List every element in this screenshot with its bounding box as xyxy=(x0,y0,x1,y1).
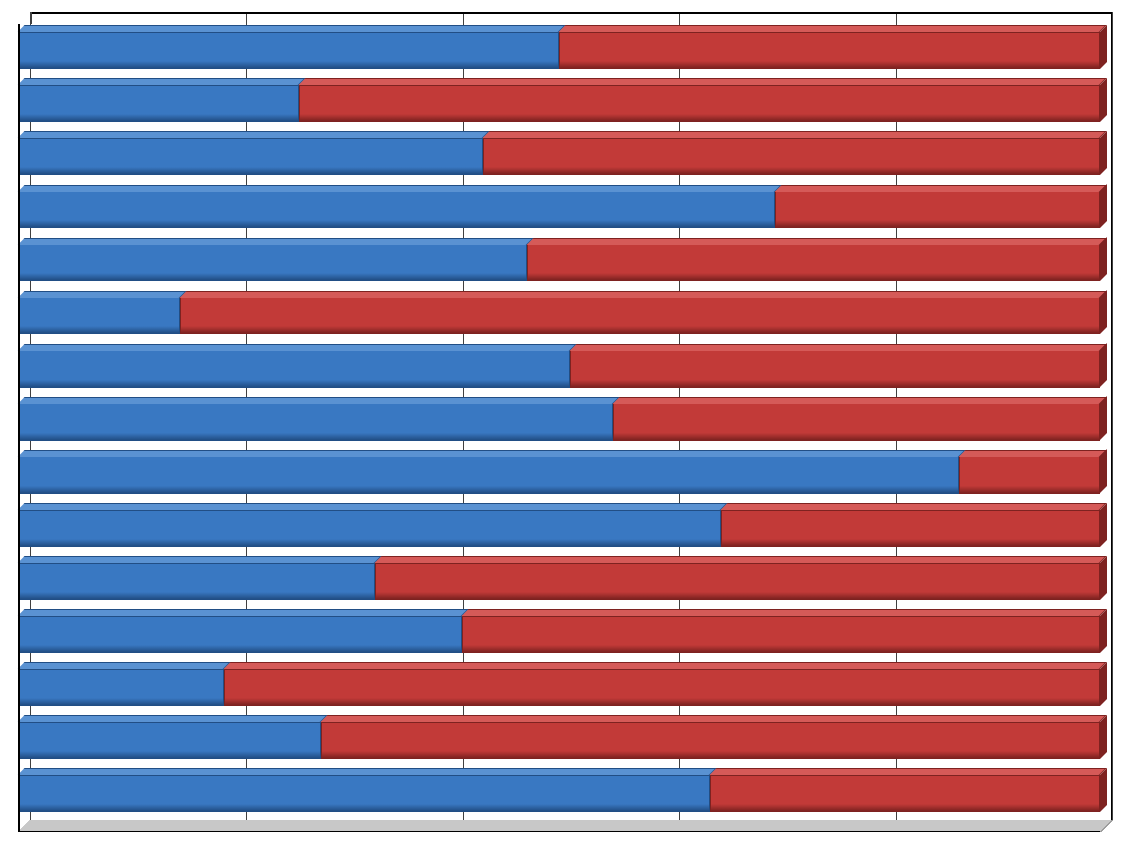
bar-segment-series-2 xyxy=(570,350,1100,387)
bar-segment-series-2 xyxy=(721,510,1100,547)
bar-end-cap xyxy=(1100,768,1107,812)
bar-segment-series-2 xyxy=(462,616,1100,653)
bar-row xyxy=(18,32,1100,69)
bar-segment-series-1 xyxy=(18,775,710,812)
bar-row xyxy=(18,403,1100,440)
bar-segment-series-1 xyxy=(18,456,959,493)
bar-segment-series-2 xyxy=(959,456,1100,493)
bar-end-cap xyxy=(1100,131,1107,175)
bar-segment-series-1 xyxy=(18,350,570,387)
bar-row xyxy=(18,510,1100,547)
bar-end-cap xyxy=(1100,78,1107,122)
bar-end-cap xyxy=(1100,503,1107,547)
bar-segment-series-2 xyxy=(775,191,1100,228)
bar-row xyxy=(18,191,1100,228)
bar-segment-series-2 xyxy=(710,775,1100,812)
bar-end-cap xyxy=(1100,450,1107,494)
axis-line xyxy=(1111,12,1113,820)
bar-segment-series-2 xyxy=(299,85,1100,122)
bar-segment-series-1 xyxy=(18,297,180,334)
bar-segment-series-1 xyxy=(18,669,224,706)
axis-line xyxy=(18,831,1100,833)
bar-end-cap xyxy=(1100,344,1107,388)
bar-end-cap xyxy=(1100,715,1107,759)
axis-line xyxy=(30,12,1112,14)
bar-end-cap xyxy=(1100,291,1107,335)
bar-end-cap xyxy=(1100,397,1107,441)
bar-segment-series-2 xyxy=(321,722,1100,759)
bar-segment-series-1 xyxy=(18,722,321,759)
axis-line xyxy=(30,12,32,24)
bar-segment-series-2 xyxy=(527,244,1100,281)
bar-end-cap xyxy=(1100,556,1107,600)
bar-segment-series-1 xyxy=(18,138,483,175)
bar-end-cap xyxy=(1100,25,1107,69)
bar-row xyxy=(18,138,1100,175)
bar-row xyxy=(18,616,1100,653)
bar-end-cap xyxy=(1100,609,1107,653)
bar-row xyxy=(18,350,1100,387)
bar-segment-series-1 xyxy=(18,244,527,281)
bar-segment-series-2 xyxy=(224,669,1100,706)
grid-line xyxy=(1112,12,1113,820)
bar-row xyxy=(18,456,1100,493)
bar-segment-series-1 xyxy=(18,563,375,600)
bar-row xyxy=(18,775,1100,812)
bar-row xyxy=(18,85,1100,122)
bars-container xyxy=(18,24,1100,820)
bar-segment-series-2 xyxy=(483,138,1100,175)
bar-segment-series-2 xyxy=(180,297,1100,334)
bar-segment-series-1 xyxy=(18,191,775,228)
axis-line xyxy=(18,24,20,832)
bar-segment-series-2 xyxy=(613,403,1100,440)
bar-end-cap xyxy=(1100,662,1107,706)
chart-plot-area xyxy=(18,12,1112,832)
bar-segment-series-2 xyxy=(559,32,1100,69)
bar-segment-series-1 xyxy=(18,510,721,547)
bar-row xyxy=(18,563,1100,600)
bar-row xyxy=(18,722,1100,759)
bar-segment-series-1 xyxy=(18,32,559,69)
bar-segment-series-1 xyxy=(18,403,613,440)
bar-segment-series-1 xyxy=(18,616,462,653)
bar-row xyxy=(18,297,1100,334)
bar-row xyxy=(18,669,1100,706)
bar-segment-series-1 xyxy=(18,85,299,122)
bar-end-cap xyxy=(1100,238,1107,282)
bar-segment-series-2 xyxy=(375,563,1100,600)
bar-row xyxy=(18,244,1100,281)
bar-end-cap xyxy=(1100,185,1107,229)
